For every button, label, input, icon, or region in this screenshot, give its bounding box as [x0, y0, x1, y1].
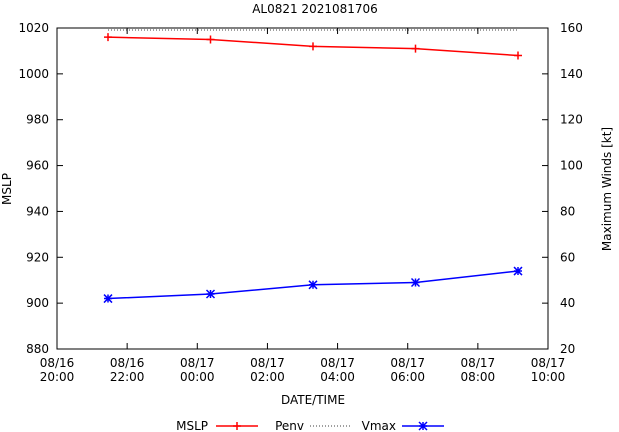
y-left-axis: 880 900 920 940 960 980 1000 1020	[18, 21, 63, 356]
x-axis-label: DATE/TIME	[281, 393, 345, 407]
mslp-point	[514, 51, 522, 60]
x-tick-label-time: 20:00	[40, 370, 75, 384]
y-right-tick-label: 100	[560, 159, 583, 173]
mslp-point	[411, 44, 420, 53]
x-tick-label-date: 08/17	[461, 356, 496, 370]
x-tick-label-date: 08/17	[390, 356, 425, 370]
x-tick-label-date: 08/17	[250, 356, 285, 370]
legend-label-penv: Penv	[275, 419, 304, 432]
y-left-tick-label: 980	[26, 113, 49, 127]
y-right-tick-label: 60	[560, 250, 575, 264]
x-tick-label-time: 10:00	[531, 370, 566, 384]
y-left-axis-label: MSLP	[0, 173, 14, 205]
vmax-point	[513, 266, 523, 276]
y-left-tick-label: 1020	[18, 21, 49, 35]
mslp-point	[309, 42, 317, 51]
y-left-tick-label: 940	[26, 204, 49, 218]
mslp-point	[206, 35, 215, 44]
mslp-point	[104, 33, 112, 42]
legend-label-vmax: Vmax	[362, 419, 396, 432]
y-right-tick-label: 40	[560, 296, 575, 310]
y-right-axis-label: Maximum Winds [kt]	[600, 127, 614, 251]
legend-marker-vmax	[418, 421, 428, 431]
y-left-tick-label: 900	[26, 296, 49, 310]
y-right-tick-label: 80	[560, 204, 575, 218]
y-right-tick-label: 120	[560, 113, 583, 127]
y-right-tick-label: 20	[560, 342, 575, 356]
x-tick-label-time: 08:00	[461, 370, 496, 384]
x-axis: 08/1620:0008/1622:0008/1700:0008/1702:00…	[40, 28, 566, 384]
plot-area	[56, 27, 549, 350]
y-right-tick-label: 140	[560, 67, 583, 81]
y-left-tick-label: 1000	[18, 67, 49, 81]
vmax-point	[103, 294, 113, 304]
x-tick-label-date: 08/17	[180, 356, 215, 370]
x-tick-label-time: 02:00	[250, 370, 285, 384]
series-group	[103, 29, 523, 304]
legend-label-mslp: MSLP	[176, 419, 208, 432]
x-tick-label-time: 22:00	[110, 370, 145, 384]
x-tick-label-date: 08/16	[40, 356, 75, 370]
y-left-tick-label: 960	[26, 159, 49, 173]
x-tick-label-time: 00:00	[180, 370, 215, 384]
plot-frame	[56, 27, 549, 350]
x-tick-label-time: 04:00	[320, 370, 355, 384]
vmax-point	[308, 280, 318, 290]
legend: MSLP Penv Vmax	[176, 419, 444, 432]
x-tick-label-date: 08/17	[531, 356, 566, 370]
legend-marker-mslp	[233, 422, 241, 430]
vmax-point	[410, 277, 421, 288]
x-tick-label-date: 08/17	[320, 356, 355, 370]
y-right-axis: 20 40 60 80 100 120 140 160	[542, 21, 583, 356]
vmax-point	[205, 289, 216, 299]
y-right-tick-label: 160	[560, 21, 583, 35]
y-left-tick-label: 880	[26, 342, 49, 356]
x-tick-label-date: 08/16	[110, 356, 145, 370]
y-left-tick-label: 920	[26, 250, 49, 264]
x-tick-label-time: 06:00	[390, 370, 425, 384]
chart-title: AL0821 2021081706	[252, 2, 378, 16]
